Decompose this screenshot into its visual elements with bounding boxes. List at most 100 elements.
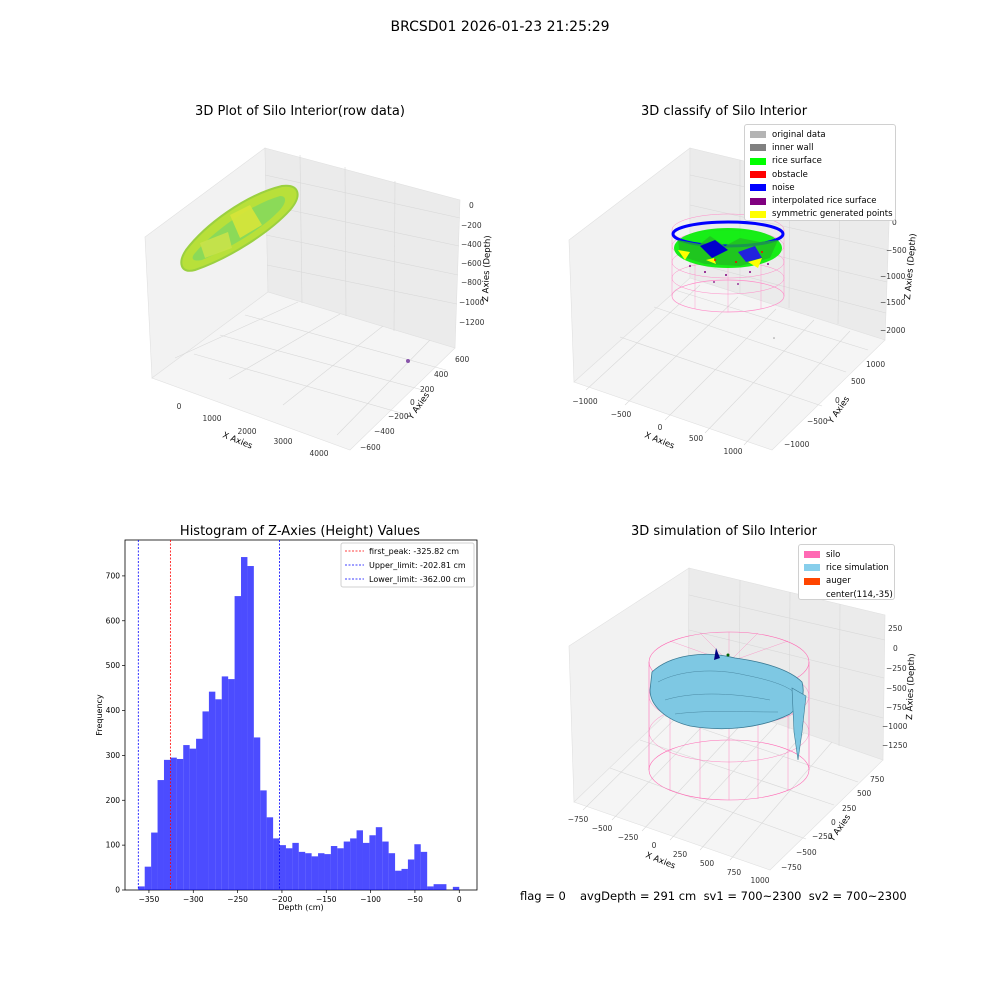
classify-ytick: 1000	[866, 360, 885, 369]
histogram-bar	[350, 838, 357, 890]
legend-swatch	[750, 157, 766, 165]
simulation-panel-title: 3D simulation of Silo Interior	[631, 524, 817, 539]
simulation-ztick: 250	[888, 624, 903, 633]
histogram-bar	[247, 566, 254, 890]
legend-label: center(114,-35)	[826, 589, 893, 600]
histogram-bar	[433, 884, 441, 890]
simulation-rice-surface	[649, 653, 807, 761]
classify-xtick: 500	[689, 434, 704, 443]
raw-xtick: 1000	[202, 414, 221, 423]
raw-ytick: −400	[374, 427, 395, 436]
footer-flag: flag = 0	[520, 889, 566, 903]
classify-xtick: 1000	[723, 447, 742, 456]
histogram-bar	[189, 748, 197, 890]
x-tick-label: −300	[183, 895, 204, 904]
y-tick-label: 500	[106, 661, 121, 670]
legend-swatch	[804, 577, 820, 585]
raw-ztick: −600	[461, 259, 482, 268]
histogram-bar	[221, 676, 229, 890]
histogram-bar	[176, 758, 184, 890]
classify-legend: original data inner wall rice surface ob…	[744, 124, 896, 221]
classify-ytick: −500	[807, 417, 828, 426]
histogram-bar	[298, 851, 306, 890]
legend-swatch	[750, 197, 766, 205]
y-tick-label: 700	[106, 571, 121, 580]
classify-ytick: 0	[835, 396, 840, 405]
x-tick-label: 0	[457, 895, 462, 904]
legend-swatch	[750, 184, 766, 192]
simulation-ztick: −250	[886, 664, 907, 673]
simulation-xtick: 750	[727, 868, 742, 877]
histogram-bar	[183, 745, 190, 890]
simulation-xtick: 0	[652, 841, 657, 850]
histogram-bar	[362, 842, 370, 890]
histogram-legend: first_peak: -325.82 cm Upper_limit: -202…	[340, 542, 475, 588]
simulation-xtick: −750	[568, 815, 589, 824]
raw-xtick: 0	[177, 402, 182, 411]
simulation-ytick: −750	[781, 863, 802, 872]
simulation-legend-item: center(114,-35)	[804, 588, 893, 601]
legend-swatch	[804, 591, 820, 598]
histogram-xlabel: Depth (cm)	[278, 903, 323, 912]
histogram-bar	[318, 853, 325, 890]
histogram-y-ticks: 0 100 200 300 400 500 600 700	[106, 571, 125, 895]
x-tick-label: −250	[227, 895, 248, 904]
histogram-bar	[440, 884, 447, 890]
classify-xtick: 0	[658, 423, 663, 432]
histogram-bar	[420, 851, 428, 890]
y-tick-label: 0	[115, 886, 120, 895]
histogram-bar	[407, 859, 415, 890]
legend-swatch	[804, 551, 820, 559]
histogram-bar	[311, 856, 319, 890]
classify-legend-item: noise	[750, 181, 890, 194]
histogram-bar	[266, 817, 274, 890]
histogram-bar	[241, 557, 248, 890]
figure-title: BRCSD01 2026-01-23 21:25:29	[390, 19, 610, 35]
simulation-ytick: 0	[831, 818, 836, 827]
classify-xtick: −500	[611, 410, 632, 419]
raw-ztick: 0	[469, 201, 474, 210]
legend-swatch	[750, 171, 766, 179]
histogram-bar	[260, 790, 267, 890]
raw-ztick: −1000	[459, 298, 485, 307]
raw-ytick: −200	[388, 412, 409, 421]
raw-zlabel: Z Axies (Depth)	[481, 235, 493, 302]
footer-metrics: avgDepth = 291 cm sv1 = 700~2300 sv2 = 7…	[580, 889, 907, 903]
classify-ztick: −1000	[880, 272, 906, 281]
classify-ytick: −1000	[784, 440, 810, 449]
histogram-bar	[144, 866, 152, 890]
classify-ytick: 500	[851, 377, 866, 386]
simulation-xtick: 1000	[750, 876, 769, 885]
simulation-legend-item: silo	[804, 548, 889, 561]
raw-ytick: 0	[410, 398, 415, 407]
simulation-zlabel: Z Axies (Depth)	[905, 653, 917, 720]
simulation-ytick: −250	[812, 832, 833, 841]
simulation-ytick: 500	[857, 789, 872, 798]
classify-legend-item: symmetric generated points	[750, 208, 893, 221]
legend-swatch	[750, 131, 766, 139]
simulation-ztick: −750	[886, 703, 907, 712]
simulation-xtick: −250	[618, 833, 639, 842]
histogram-bar	[388, 853, 396, 890]
raw-xtick: 2000	[237, 427, 256, 436]
simulation-ztick: −1250	[882, 741, 908, 750]
raw-ztick: −1200	[459, 318, 485, 327]
raw-xtick: 4000	[309, 449, 328, 458]
raw-ztick: −800	[461, 278, 482, 287]
histogram-bar	[414, 844, 421, 890]
histogram-bar	[305, 853, 312, 890]
raw-xtick: 3000	[273, 437, 292, 446]
raw-ytick: 200	[420, 385, 435, 394]
simulation-silo-cylinder	[648, 631, 810, 801]
simulation-xtick: 500	[700, 859, 715, 868]
simulation-auger	[714, 648, 730, 660]
y-tick-label: 100	[106, 841, 121, 850]
simulation-ytick: −500	[796, 848, 817, 857]
histogram-bar	[330, 846, 338, 890]
legend-label: silo	[826, 549, 841, 560]
raw-outlier-point	[406, 359, 410, 363]
classify-zlabel: Z Axies (Depth)	[903, 233, 919, 300]
classify-3d-axes-box	[568, 147, 891, 451]
classify-ztick: −500	[886, 246, 907, 255]
histogram-bar	[279, 845, 286, 890]
